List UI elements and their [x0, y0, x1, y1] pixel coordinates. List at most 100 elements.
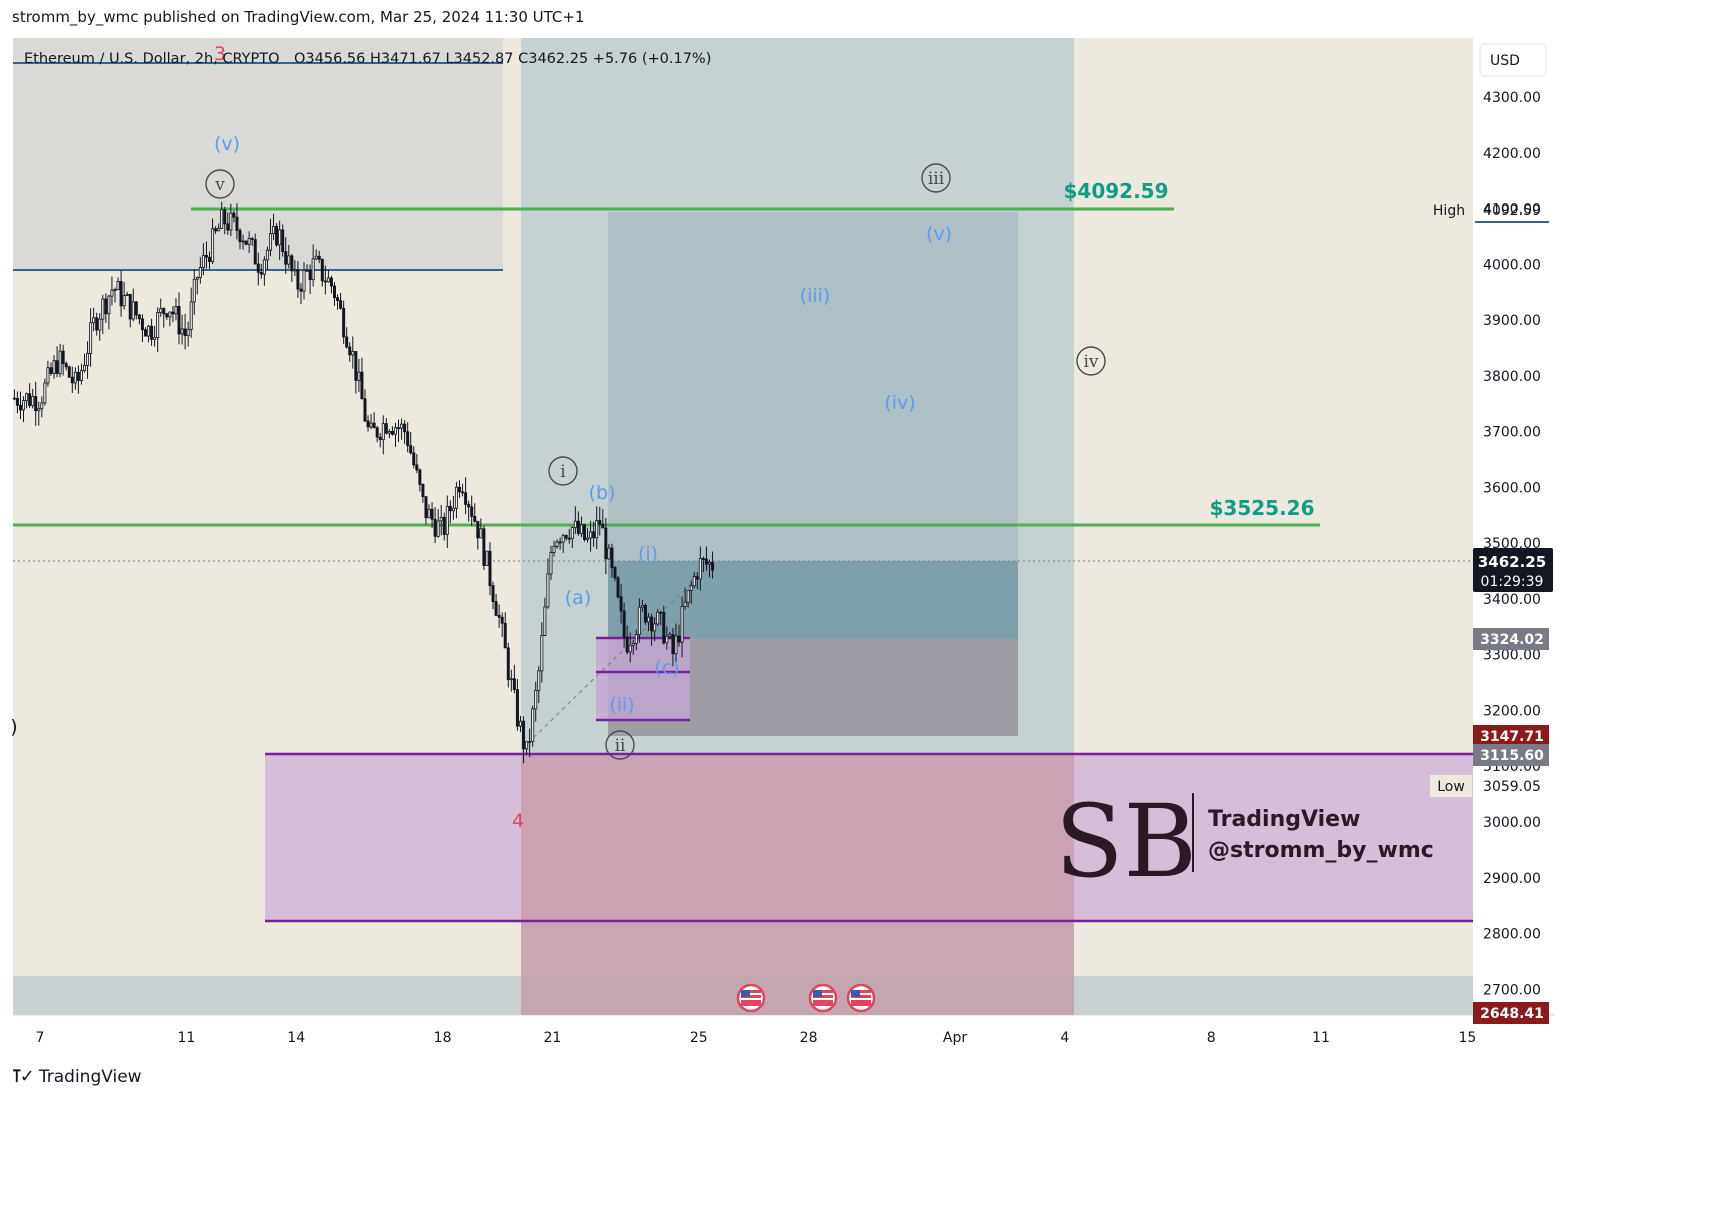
candle-body [143, 329, 147, 337]
us-flag-icon[interactable] [808, 983, 838, 1013]
price-axis[interactable] [1473, 38, 1555, 1015]
candle-body [268, 233, 272, 251]
price-tag-bg [1473, 628, 1549, 650]
candle-body [311, 258, 315, 281]
candle-body [573, 520, 577, 528]
wave-label: iii [928, 169, 945, 189]
last-price-tag: 3462.25 01:29:39 [1473, 548, 1553, 592]
candle-body [104, 298, 108, 315]
candle-body [339, 300, 343, 309]
candle-body [634, 634, 638, 644]
candle-body [201, 254, 205, 268]
candle-body [177, 305, 181, 335]
y-tick-label: 4300.00 [1483, 90, 1541, 106]
time-axis[interactable] [13, 1015, 1555, 1055]
candle-body [473, 515, 477, 522]
candle-body [302, 269, 306, 292]
chart[interactable]: 3 4 (v) v iii (v) (iii) iv (iv) i (b) (a) (i) (ii) (c)… [0, 0, 1568, 1100]
candle-body [357, 371, 361, 381]
candle-body [656, 611, 660, 625]
candle-body [12, 397, 16, 400]
candle-body [235, 216, 239, 231]
wave-label: iv [1083, 352, 1098, 372]
candle-body [427, 508, 431, 519]
x-axis-ticks: 7 11 14 18 21 25 28 Apr 4 8 11 15 [36, 1030, 1477, 1046]
price-tag-value: 3115.60 [1480, 748, 1544, 764]
candle-body [445, 505, 449, 535]
candle-body [397, 427, 401, 430]
candle-body [424, 496, 428, 519]
wave-label: (b) [589, 482, 616, 504]
candle-body [628, 644, 632, 653]
candle-body [174, 305, 178, 315]
candle-body [253, 239, 257, 265]
candle-body [689, 585, 693, 591]
candle-body [400, 423, 404, 429]
candle-body [512, 678, 516, 691]
candle-body [491, 585, 495, 603]
price-tag-value: 3147.71 [1480, 729, 1544, 745]
candle-body [464, 492, 468, 505]
symbol-name[interactable]: Ethereum / U.S. Dollar, 2h, CRYPTO [24, 51, 280, 67]
candle-body [345, 336, 349, 348]
candle-body [665, 635, 669, 644]
candle-body [461, 491, 465, 494]
x-tick-label: 11 [177, 1030, 195, 1046]
y-tick-label: 4000.00 [1483, 257, 1541, 273]
price-tag-value: 2648.41 [1480, 1006, 1544, 1022]
wave-label: (a) [565, 587, 591, 609]
candle-body [110, 289, 114, 297]
candle-body [375, 427, 379, 438]
watermark-line2: @stromm_by_wmc [1208, 838, 1434, 863]
candles[interactable] [12, 201, 715, 764]
candle-body [61, 350, 65, 365]
candle-body [116, 281, 120, 291]
candle-body [296, 269, 300, 290]
candle-body [637, 606, 641, 635]
candle-body [671, 634, 675, 655]
candle-body [643, 605, 647, 623]
countdown: 01:29:39 [1481, 574, 1544, 590]
candle-body [159, 308, 163, 313]
candle-body [650, 616, 654, 632]
us-flag-icon[interactable] [736, 983, 766, 1013]
price-tags: 3324.02 3147.71 3115.60 2648.41 [1473, 628, 1549, 1024]
candle-body [704, 558, 708, 565]
candle-body [113, 289, 117, 292]
candle-body [619, 596, 623, 612]
x-tick-label: 25 [690, 1030, 708, 1046]
candle-body [83, 365, 87, 372]
candle-body [454, 486, 458, 509]
event-flags[interactable] [736, 983, 876, 1013]
candle-body [360, 371, 364, 400]
y-tick-label: 3300.00 [1483, 648, 1541, 664]
footer[interactable]: ⊺✓ TradingView [12, 1066, 142, 1087]
candle-body [470, 506, 474, 517]
candle-body [610, 547, 614, 568]
candle-body [134, 301, 138, 316]
last-price: 3462.25 [1478, 553, 1546, 571]
y-tick-label: 3600.00 [1483, 480, 1541, 496]
currency-button[interactable]: USD [1479, 43, 1547, 77]
candle-body [433, 518, 437, 537]
candle-body [439, 516, 443, 522]
candle-body [272, 225, 276, 235]
candle-body [55, 360, 59, 374]
candle-body [558, 541, 562, 544]
candle-body [497, 615, 501, 618]
candle-body [625, 636, 629, 653]
us-flag-icon[interactable] [846, 983, 876, 1013]
candle-body [232, 212, 236, 218]
trend-line[interactable] [521, 574, 701, 750]
candle-body [342, 307, 346, 338]
low-value: 3059.05 [1483, 779, 1541, 795]
y-tick-label: 3000.00 [1483, 815, 1541, 831]
x-tick-label: 8 [1207, 1030, 1216, 1046]
candle-body [95, 317, 99, 331]
previous-range-zone [13, 38, 503, 270]
x-tick-label: 18 [434, 1030, 452, 1046]
candle-body [421, 484, 425, 498]
candle-body [543, 606, 547, 636]
candle-body [409, 445, 413, 454]
candle-body [256, 263, 260, 273]
